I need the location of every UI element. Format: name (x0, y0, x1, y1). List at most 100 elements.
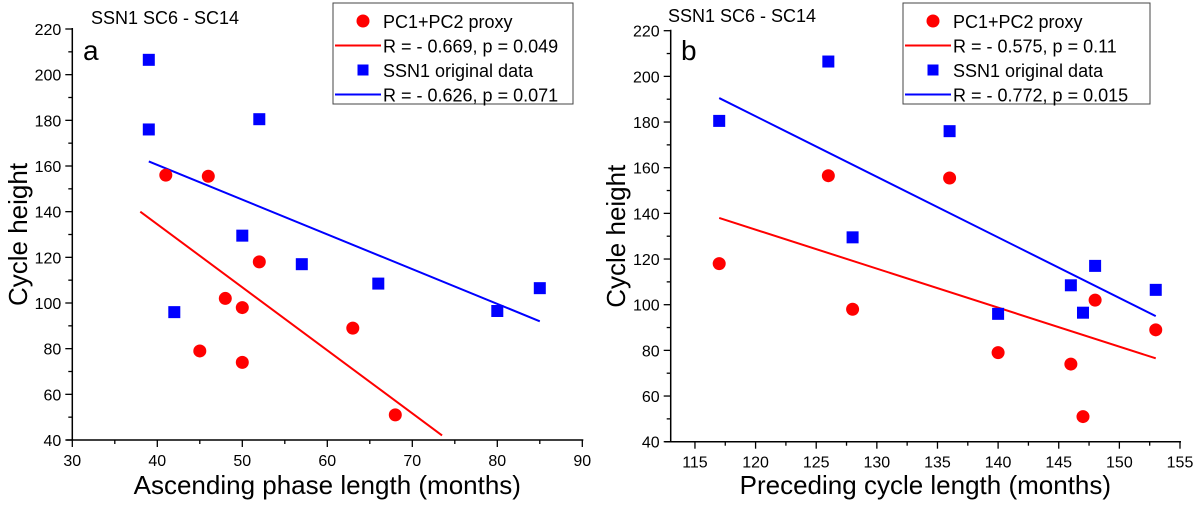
legend-square-icon (927, 64, 939, 76)
original-data-point (295, 258, 308, 271)
y-tick-label: 80 (642, 343, 660, 360)
legend-box (332, 2, 574, 105)
proxy-data-point (252, 255, 266, 269)
x-tick-label: 90 (573, 453, 591, 470)
x-tick-label: 60 (318, 453, 336, 470)
original-data-point (713, 114, 726, 127)
panel-label: a (83, 35, 99, 66)
proxy-data-point (201, 169, 215, 183)
x-tick-label: 120 (742, 455, 769, 472)
x-tick-label: 125 (803, 455, 830, 472)
proxy-data-point (218, 291, 232, 305)
proxy-data-point (235, 355, 249, 369)
x-tick-label: 135 (924, 455, 951, 472)
proxy-data-point (712, 257, 726, 271)
legend-fit-label: R = - 0.575, p = 0.11 (953, 37, 1117, 57)
proxy-data-point (943, 171, 957, 185)
proxy-fit-line (139, 210, 443, 437)
original-fit-line (718, 97, 1157, 318)
proxy-data-point (846, 302, 860, 316)
y-tick-label: 100 (633, 298, 660, 315)
y-tick-label: 40 (642, 435, 660, 452)
original-data-point (846, 231, 859, 244)
y-tick-label: 180 (35, 113, 62, 130)
legend: PC1+PC2 proxy R = - 0.575, p = 0.11 SSN1 o… (902, 2, 1151, 106)
x-tick-label: 40 (148, 453, 166, 470)
proxy-data-point (1149, 323, 1163, 337)
proxy-data-point (193, 344, 207, 358)
proxy-data-point (1064, 357, 1078, 371)
original-data-point (372, 277, 385, 290)
legend: PC1+PC2 proxy R = - 0.669, p = 0.049 SSN1 … (332, 2, 574, 106)
proxy-data-point (235, 301, 249, 315)
legend-series-label: PC1+PC2 proxy (383, 12, 513, 32)
original-fit-line (148, 160, 541, 323)
proxy-data-point (346, 321, 360, 335)
legend-series-label: SSN1 original data (383, 61, 534, 81)
y-tick-label: 60 (44, 387, 62, 404)
proxy-data-point (1076, 410, 1090, 424)
legend-series-label: PC1+PC2 proxy (953, 12, 1083, 32)
x-tick-label: 150 (1106, 455, 1133, 472)
y-tick-label: 40 (44, 433, 62, 450)
original-data-point (491, 304, 504, 317)
original-data-point (943, 125, 956, 138)
x-tick-label: 115 (682, 455, 708, 472)
x-tick-label: 145 (1045, 455, 1072, 472)
panel-b: 40 60 80 100 120 140 160 180 200 220 115 120 125 130 1… (601, 2, 1194, 500)
original-data-point (142, 123, 155, 136)
x-tick-label: 130 (863, 455, 890, 472)
proxy-data-point (388, 408, 402, 422)
original-data-point (236, 229, 249, 242)
original-data-point (992, 307, 1005, 320)
y-tick-label: 140 (35, 205, 62, 222)
x-tick-label: 80 (488, 453, 506, 470)
legend-fit-label: R = - 0.626, p = 0.071 (383, 86, 558, 106)
legend-square-icon (357, 64, 369, 76)
proxy-data-point (1088, 293, 1102, 307)
x-tick-label: 155 (1167, 455, 1194, 472)
legend-box (902, 2, 1151, 105)
y-axis-title: Cycle height (601, 164, 631, 308)
proxy-data-point (991, 346, 1005, 360)
proxy-data-point (821, 169, 835, 183)
y-tick-label: 200 (633, 69, 660, 86)
original-data-point (168, 306, 181, 319)
y-tick-label: 160 (633, 161, 660, 178)
x-tick-label: 50 (233, 453, 251, 470)
y-axis-title: Cycle height (3, 162, 33, 306)
y-tick-label: 220 (35, 22, 62, 39)
chart-title: SSN1 SC6 - SC14 (91, 8, 239, 28)
y-tick-label: 100 (35, 296, 62, 313)
y-tick-label: 180 (633, 115, 660, 132)
original-data-point (142, 53, 155, 66)
legend-fit-label: R = - 0.772, p = 0.015 (953, 86, 1128, 106)
original-data-point (1064, 279, 1077, 292)
x-tick-label: 140 (985, 455, 1012, 472)
y-tick-label: 140 (633, 206, 660, 223)
x-axis-title: Ascending phase length (months) (134, 470, 521, 500)
y-tick-label: 220 (633, 24, 660, 41)
y-tick-label: 200 (35, 68, 62, 85)
original-data-point (533, 282, 546, 295)
legend-fit-label: R = - 0.669, p = 0.049 (383, 37, 558, 57)
x-tick-label: 70 (403, 453, 421, 470)
original-data-point (822, 55, 835, 68)
legend-circle-icon (356, 14, 370, 28)
original-data-point (1089, 259, 1102, 272)
x-axis-title: Preceding cycle length (months) (740, 470, 1111, 500)
y-tick-label: 160 (35, 159, 62, 176)
original-data-point (1076, 306, 1089, 319)
chart-title: SSN1 SC6 - SC14 (668, 6, 816, 26)
y-tick-label: 120 (633, 252, 660, 269)
panel-label: b (681, 35, 697, 66)
x-tick-label: 30 (63, 453, 81, 470)
y-tick-label: 60 (642, 389, 660, 406)
y-tick-label: 80 (44, 342, 62, 359)
legend-circle-icon (926, 14, 940, 28)
proxy-fit-line (718, 216, 1157, 360)
y-tick-label: 120 (35, 250, 62, 267)
original-data-point (253, 113, 266, 126)
